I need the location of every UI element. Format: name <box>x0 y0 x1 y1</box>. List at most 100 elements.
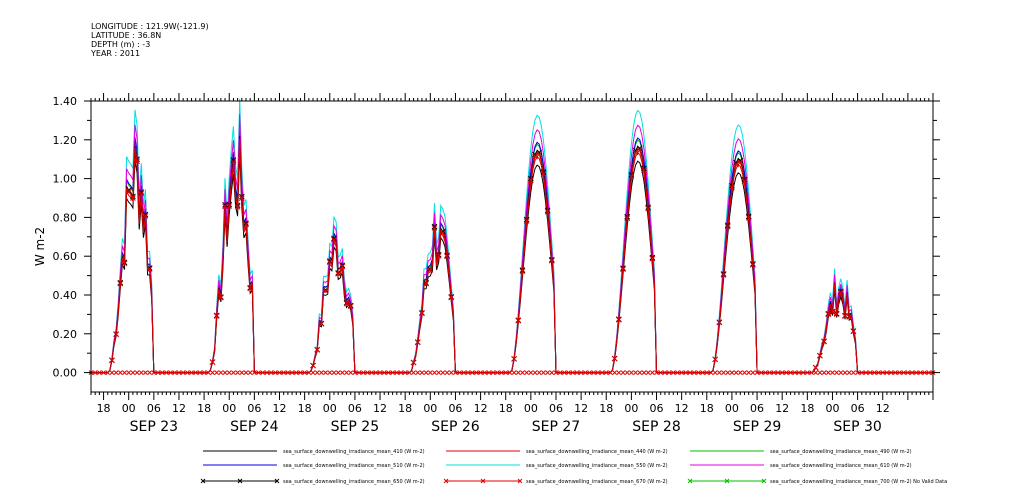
x-hour-label: 00 <box>524 402 538 415</box>
y-tick-label: 0.20 <box>53 328 78 341</box>
y-tick-label: 0.00 <box>53 367 78 380</box>
series-marker-7 <box>113 331 119 338</box>
legend-marker <box>480 478 486 484</box>
x-hour-label: 00 <box>323 402 337 415</box>
baseline-marker <box>520 370 525 375</box>
baseline-marker <box>733 370 739 375</box>
series-marker-7 <box>142 213 149 219</box>
baseline-marker <box>566 370 571 375</box>
baseline-marker <box>390 370 395 375</box>
x-hour-label: 12 <box>474 402 488 415</box>
baseline-marker <box>654 370 659 375</box>
series-line-1 <box>91 142 933 374</box>
x-hour-label: 06 <box>348 402 362 415</box>
series-marker-7 <box>519 268 526 274</box>
longitude-label: LONGITUDE : 121.9W(-121.9) <box>91 22 209 31</box>
legend-marker <box>761 478 767 484</box>
series-marker-7 <box>641 167 647 174</box>
baseline-marker <box>356 370 362 375</box>
baseline-marker <box>205 370 211 375</box>
baseline-marker <box>608 370 613 375</box>
x-hour-label: 06 <box>448 402 462 415</box>
baseline-marker <box>189 370 194 375</box>
baseline-marker <box>750 370 756 375</box>
series-marker-7 <box>833 311 840 318</box>
baseline-marker <box>373 370 379 375</box>
baseline-marker <box>867 370 873 375</box>
y-tick-label: 1.40 <box>53 95 78 108</box>
baseline-marker <box>901 370 907 375</box>
series-marker-6 <box>331 235 337 242</box>
series-marker-7 <box>138 190 145 197</box>
series-marker-7 <box>435 253 442 259</box>
x-day-label: SEP 23 <box>130 419 178 435</box>
baseline-marker <box>918 370 923 375</box>
x-hour-label: 12 <box>273 402 287 415</box>
series-marker-7 <box>523 218 530 224</box>
series-marker-7 <box>837 289 844 296</box>
series-marker-7 <box>511 356 517 362</box>
series-marker-7 <box>745 214 752 221</box>
baseline-marker <box>834 370 840 375</box>
series-marker-6 <box>322 287 329 293</box>
baseline-marker <box>704 370 710 375</box>
series-marker-7 <box>410 359 417 366</box>
baseline-marker <box>754 370 760 375</box>
legend-marker <box>517 478 523 484</box>
baseline-marker <box>532 370 538 375</box>
series-marker-7 <box>335 270 342 277</box>
series-marker-7 <box>243 221 249 228</box>
baseline-marker <box>92 370 98 375</box>
legend-marker <box>200 478 206 484</box>
baseline-marker <box>633 370 638 375</box>
x-day-label: SEP 29 <box>733 419 781 435</box>
baseline-marker <box>369 370 375 375</box>
baseline-marker <box>469 370 475 375</box>
baseline-marker <box>172 370 178 375</box>
legend-entry: sea_surface_downwelling_irradiance_mean_… <box>526 479 668 485</box>
x-day-label: SEP 26 <box>431 419 480 435</box>
baseline-marker <box>235 370 240 375</box>
baseline-marker <box>712 370 718 375</box>
baseline-marker <box>147 370 153 375</box>
series-line-4 <box>91 98 933 374</box>
series-marker-7 <box>331 236 337 243</box>
baseline-marker <box>335 370 341 375</box>
baseline-marker <box>553 370 559 375</box>
series-line-0 <box>91 151 933 374</box>
baseline-marker <box>670 370 676 375</box>
series-marker-7 <box>419 310 425 317</box>
baseline-marker <box>176 370 182 375</box>
series-marker-7 <box>842 313 848 320</box>
baseline-marker <box>302 370 307 375</box>
x-hour-label: 18 <box>499 402 513 415</box>
x-hour-label: 06 <box>851 402 865 415</box>
baseline-marker <box>771 370 777 375</box>
baseline-marker <box>612 370 617 375</box>
baseline-marker <box>122 370 127 375</box>
series-marker-7 <box>632 149 639 156</box>
baseline-marker <box>779 370 785 375</box>
baseline-marker <box>168 370 173 375</box>
baseline-marker <box>306 370 312 375</box>
baseline-marker <box>641 370 647 375</box>
baseline-marker <box>809 370 814 375</box>
x-day-label: SEP 25 <box>331 419 379 435</box>
x-hour-label: 06 <box>147 402 161 415</box>
baseline-marker <box>319 370 324 375</box>
baseline-marker <box>842 370 848 375</box>
baseline-marker <box>880 370 886 375</box>
baseline-marker <box>515 370 521 375</box>
baseline-marker <box>490 370 496 375</box>
series-marker-7 <box>431 225 438 231</box>
baseline-marker <box>386 370 391 375</box>
x-day-label: SEP 28 <box>632 419 680 435</box>
baseline-marker <box>549 370 555 375</box>
series-marker-6 <box>230 157 237 163</box>
baseline-marker <box>310 370 316 375</box>
baseline-marker <box>767 370 772 375</box>
series-marker-6 <box>431 223 438 230</box>
series-marker-7 <box>109 357 115 364</box>
series-marker-7 <box>209 359 216 366</box>
series-marker-7 <box>615 316 622 323</box>
